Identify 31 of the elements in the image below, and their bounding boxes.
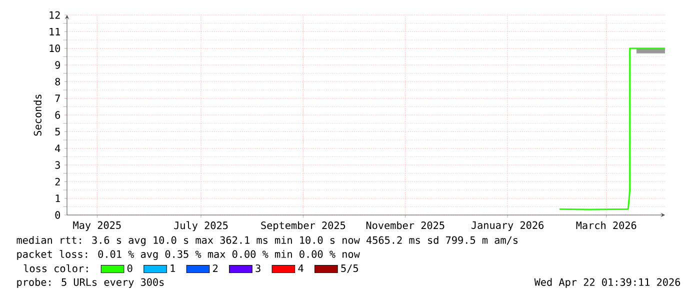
y-tick-label: 10 [50,44,60,52]
text: packet loss: 0.01 % avg 0.35 % max 0.00 % min 0.00 % now [17,250,360,260]
y-tick-label: 6 [55,111,60,119]
legend-label: 2 [213,264,218,272]
legend-label: 1 [170,264,175,272]
text: Wed Apr 22 01:39:11 2026 [534,278,680,288]
legend-label: 4 [298,264,304,272]
y-tick-label: 11 [50,28,60,36]
y-tick-label: 5 [55,128,60,136]
legend-label: 3 [256,264,260,272]
legend-title: loss color: [24,264,88,272]
y-tick-label: 9 [55,61,60,69]
y-tick-label: 0 [55,211,60,219]
y-axis-title: Seconds [34,94,42,136]
y-tick-label: 1 [56,194,60,202]
text: probe: 5 URLs every 300s [17,278,164,288]
x-tick-label: November 2025 [366,221,444,230]
x-tick-label: September 2025 [261,221,346,232]
legend-label: 0 [127,264,132,272]
legend-label: 5/5 [341,264,358,273]
x-tick-label: July 2025 [174,221,228,232]
x-tick-label: January 2026 [471,221,544,231]
x-tick-label: May 2025 [73,221,121,231]
y-tick-label: 8 [55,78,60,86]
y-tick-label: 4 [55,144,60,152]
y-tick-label: 12 [50,11,60,19]
text: median rtt: 3.6 s avg 10.0 s max 362.1 ms min 10.0 s now 4565.2 ms sd 799.5 m am/s [16,236,518,246]
y-tick-label: 7 [55,94,60,102]
y-tick-label: 2 [55,178,60,186]
x-tick-label: March 2026 [576,221,636,230]
y-tick-label: 3 [55,161,60,169]
